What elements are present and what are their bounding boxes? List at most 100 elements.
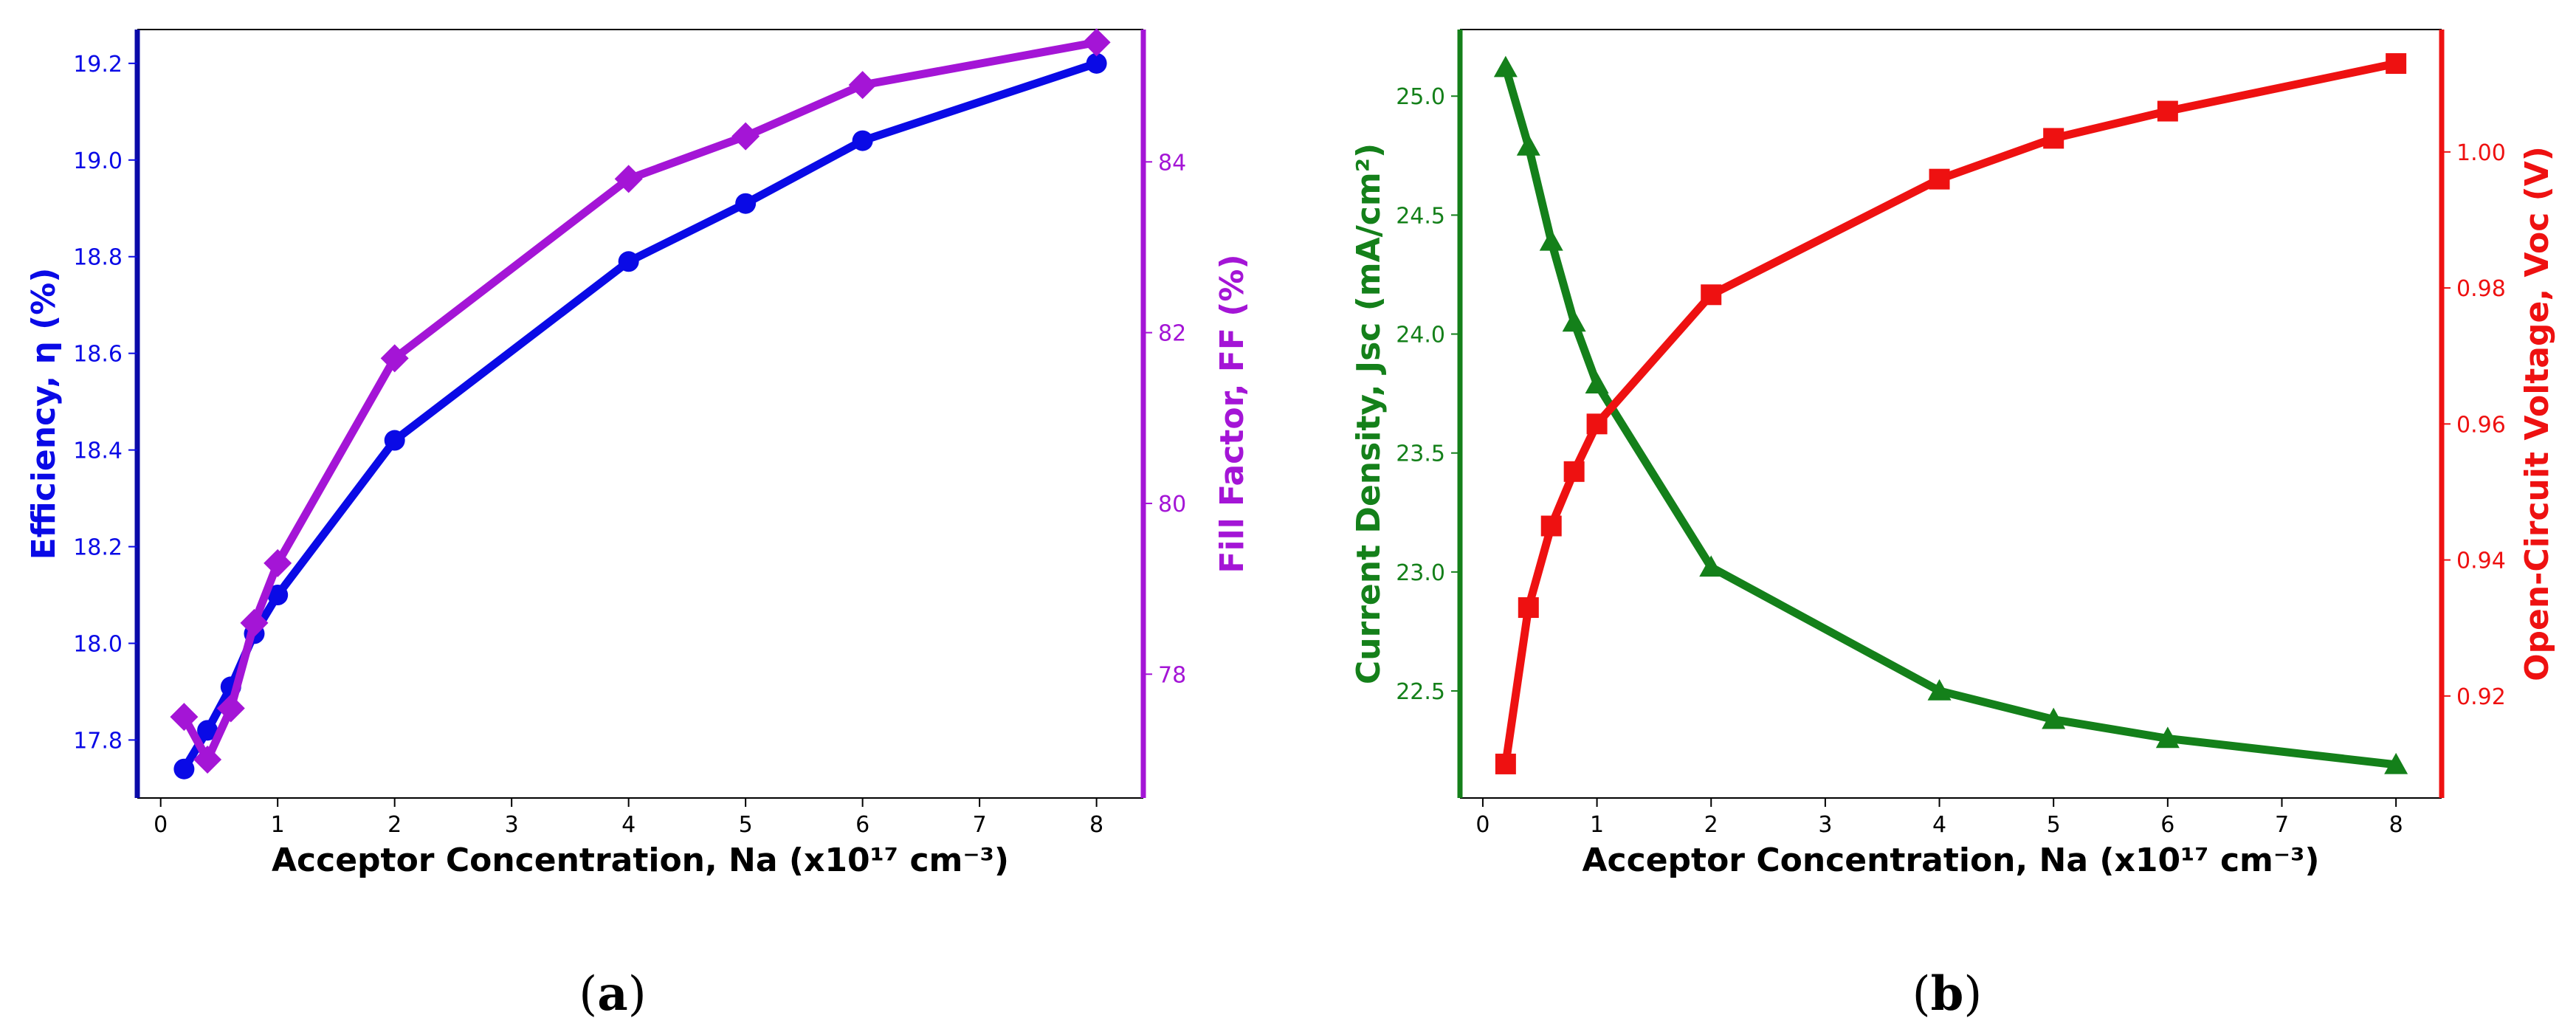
x-tick-label: 8	[1089, 812, 1103, 838]
series-line	[179, 59, 1101, 774]
x-tick-label: 7	[2275, 812, 2289, 838]
left-y-tick-label: 24.0	[1396, 323, 1445, 348]
series-line	[1501, 59, 2400, 768]
data-point-circle	[384, 430, 405, 451]
data-point-diamond	[380, 344, 409, 373]
data-point-diamond	[170, 703, 199, 732]
x-tick-label: 0	[1475, 812, 1490, 838]
left-y-tick-label: 18.6	[73, 342, 123, 368]
series-efficiency	[173, 52, 1107, 780]
x-tick-label: 0	[154, 812, 168, 838]
data-point-square	[2043, 128, 2064, 149]
x-axis-title: Acceptor Concentration, Na (x10¹⁷ cm⁻³)	[1582, 842, 2319, 879]
right-y-axis-title: Fill Factor, FF (%)	[1213, 254, 1251, 573]
left-y-tick-label: 17.8	[73, 728, 123, 754]
right-y-tick-label: 80	[1158, 492, 1186, 517]
x-tick-label: 5	[739, 812, 753, 838]
x-tick-label: 8	[2389, 812, 2403, 838]
left-y-tick-label: 18.4	[73, 438, 123, 464]
data-point-square	[1701, 284, 1722, 306]
chart-panel-a: 0 1 2 3 4 5 6 7 817.818.018.218.418.618.819.019.…	[25, 28, 1251, 879]
x-tick-label: 6	[2160, 812, 2174, 838]
right-y-tick-label: 0.98	[2456, 276, 2506, 302]
data-point-triangle	[1562, 310, 1586, 332]
panel-letter: b	[1931, 966, 1964, 1022]
data-point-triangle	[2384, 752, 2408, 774]
series-voc	[1495, 53, 2407, 774]
chart-panel-b: 0 1 2 3 4 5 6 7 8 22.5 23.0 23.5 24.0 24.5 25.0 0.92 0.9…	[1350, 29, 2556, 879]
left-y-tick-label: 18.8	[73, 245, 123, 271]
data-point-square	[1540, 515, 1562, 537]
x-tick-label: 6	[855, 812, 869, 838]
data-point-square	[2386, 53, 2407, 75]
data-point-circle	[1086, 52, 1107, 74]
x-axis-title: Acceptor Concentration, Na (x10¹⁷ cm⁻³)	[272, 842, 1009, 879]
left-y-tick-label: 24.5	[1396, 203, 1445, 229]
left-y-axis-title: Current Density, Jsc (mA/cm²)	[1350, 143, 1388, 684]
data-point-triangle	[2155, 726, 2180, 749]
data-point-square	[1495, 753, 1516, 774]
data-point-square	[2157, 100, 2178, 122]
x-tick-label: 3	[1818, 812, 1832, 838]
data-point-triangle	[1516, 134, 1540, 156]
panel-label: (b)	[1912, 966, 1983, 1022]
series-jsc	[1493, 55, 2408, 774]
left-y-tick-label: 18.2	[73, 535, 123, 561]
left-y-axis-title: Efficiency, η (%)	[25, 268, 63, 560]
x-tick-label: 5	[2047, 812, 2061, 838]
data-point-circle	[735, 193, 757, 214]
right-y-tick-label: 0.96	[2456, 412, 2506, 438]
panel-label: (a)	[579, 966, 646, 1022]
panel-letter: a	[597, 966, 627, 1022]
right-y-tick-label: 84	[1158, 150, 1186, 176]
right-y-tick-label: 0.92	[2456, 684, 2506, 710]
data-point-triangle	[1699, 555, 1723, 577]
right-y-tick-label: 78	[1158, 662, 1186, 688]
data-point-diamond	[848, 71, 877, 100]
x-tick-label: 4	[1932, 812, 1946, 838]
x-tick-label: 4	[621, 812, 636, 838]
data-point-diamond	[614, 165, 643, 193]
data-point-triangle	[1585, 372, 1609, 394]
data-point-square	[1563, 461, 1585, 482]
right-y-tick-label: 82	[1158, 321, 1186, 347]
right-y-tick-label: 1.00	[2456, 140, 2506, 166]
data-point-diamond	[1082, 28, 1111, 57]
data-point-triangle	[1539, 229, 1563, 251]
data-point-diamond	[216, 694, 245, 723]
x-tick-label: 2	[388, 812, 402, 838]
data-point-diamond	[240, 608, 269, 637]
right-y-tick-label: 0.94	[2456, 548, 2506, 574]
right-y-axis-title: Open-Circuit Voltage, Voc (V)	[2518, 146, 2556, 681]
series-fill-factor	[170, 28, 1111, 774]
data-point-square	[1518, 597, 1539, 619]
data-point-circle	[197, 720, 218, 741]
left-y-tick-label: 25.0	[1396, 84, 1445, 110]
data-point-square	[1929, 168, 1950, 190]
data-point-square	[1586, 413, 1608, 435]
data-point-triangle	[1927, 678, 1952, 701]
x-tick-label: 1	[271, 812, 285, 838]
left-y-tick-label: 19.0	[73, 148, 123, 174]
data-point-diamond	[731, 122, 760, 151]
data-point-triangle	[2042, 707, 2066, 729]
x-tick-label: 2	[1704, 812, 1718, 838]
data-point-circle	[173, 758, 195, 780]
data-point-circle	[852, 130, 873, 151]
data-point-triangle	[1493, 55, 1518, 78]
series-line	[179, 38, 1101, 764]
left-y-tick-label: 18.0	[73, 631, 123, 657]
x-tick-label: 7	[973, 812, 987, 838]
data-point-circle	[618, 251, 639, 272]
left-y-tick-label: 22.5	[1396, 679, 1445, 705]
data-point-diamond	[193, 745, 222, 774]
x-tick-label: 1	[1590, 812, 1604, 838]
left-y-tick-label: 23.5	[1396, 441, 1445, 467]
data-point-diamond	[264, 548, 292, 577]
series-line	[1501, 63, 2400, 769]
data-point-circle	[267, 585, 289, 606]
x-tick-label: 3	[505, 812, 519, 838]
left-y-tick-label: 23.0	[1396, 560, 1445, 586]
left-y-tick-label: 19.2	[73, 52, 123, 78]
